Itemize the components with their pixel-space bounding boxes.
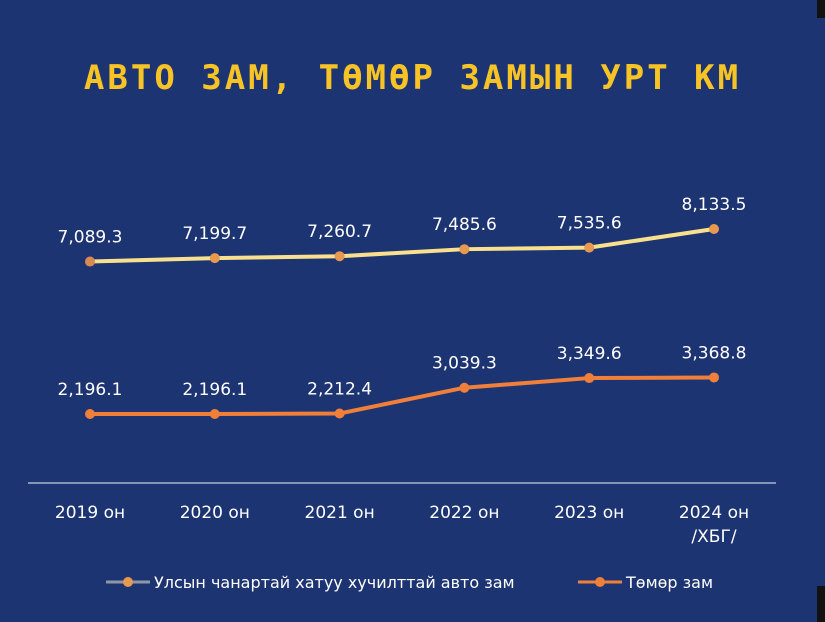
data-label: 3,349.6 (557, 344, 622, 364)
series-line-2 (88, 375, 716, 416)
data-label: 3,368.8 (682, 343, 747, 363)
data-point (334, 251, 345, 262)
x-tick-label: 2020 он (180, 503, 250, 523)
legend-swatch-marker (595, 577, 605, 587)
legend-swatch-marker (123, 577, 133, 587)
edge-mark-top (817, 0, 825, 18)
edge-mark-bottom (817, 586, 825, 622)
data-label: 7,260.7 (307, 222, 372, 242)
data-label: 7,089.3 (58, 228, 123, 248)
series-line-1 (88, 227, 716, 264)
legend-label: Улсын чанартай хатуу хучилттай авто зам (154, 573, 515, 592)
data-point (334, 408, 345, 419)
data-point (459, 382, 470, 393)
x-tick-label: 2022 он (429, 503, 499, 523)
data-point (709, 372, 719, 383)
legend-label: Төмөр зам (625, 573, 713, 592)
data-point (459, 244, 470, 255)
data-point (584, 373, 595, 384)
chart-title: АВТО ЗАМ, ТӨМӨР ЗАМЫН УРТ КМ (83, 58, 742, 98)
x-tick-label: 2021 он (305, 503, 375, 523)
data-point (584, 242, 595, 253)
x-tick-label: 2024 он/ХБГ/ (679, 503, 749, 547)
x-tick-label: 2019 он (55, 503, 125, 523)
data-point (85, 256, 95, 267)
data-point (85, 409, 95, 419)
data-label: 2,212.4 (307, 379, 372, 399)
data-label: 7,535.6 (557, 214, 622, 234)
data-label: 2,196.1 (58, 380, 123, 400)
x-tick-label: 2023 он (554, 503, 624, 523)
data-point (209, 409, 220, 419)
data-label: 8,133.5 (682, 195, 747, 215)
data-label: 7,485.6 (432, 215, 497, 235)
data-label: 2,196.1 (182, 380, 247, 400)
data-label: 7,199.7 (182, 224, 247, 244)
data-label: 3,039.3 (432, 354, 497, 374)
data-point (709, 224, 719, 234)
data-point (209, 253, 220, 264)
